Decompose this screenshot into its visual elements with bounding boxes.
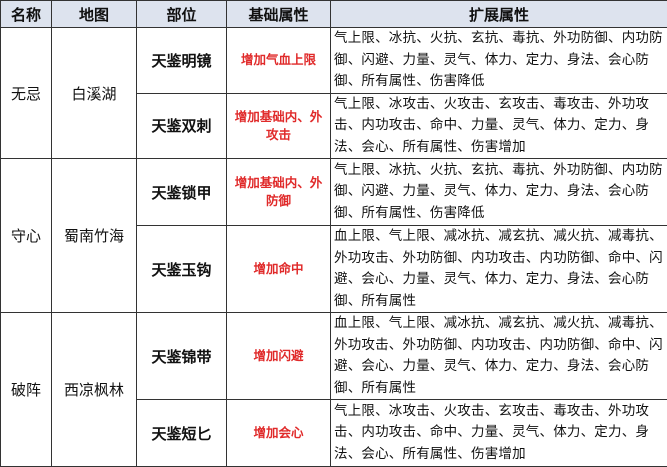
- base-attr: 增加闪避: [227, 313, 331, 400]
- base-attr: 增加气血上限: [227, 28, 331, 94]
- header-ext: 扩展属性: [331, 1, 667, 28]
- ext-attr: 气上限、冰攻击、火攻击、玄攻击、毒攻击、外功攻击、内功攻击、命中、力量、灵气、体…: [331, 400, 667, 467]
- header-name: 名称: [1, 1, 52, 28]
- base-attr: 增加命中: [227, 226, 331, 313]
- part-name: 天鉴锁甲: [137, 159, 227, 226]
- table-row: 无忌 白溪湖 天鉴明镜 增加气血上限 气上限、冰抗、火抗、玄抗、毒抗、外功防御、…: [1, 28, 667, 94]
- base-attr: 增加基础内、外攻击: [227, 93, 331, 159]
- set-name: 守心: [1, 159, 52, 313]
- map-name: 蜀南竹海: [52, 159, 137, 313]
- set-name: 无忌: [1, 28, 52, 159]
- table-row: 破阵 西凉枫林 天鉴锦带 增加闪避 血上限、气上限、减冰抗、减玄抗、减火抗、减毒…: [1, 313, 667, 400]
- ext-attr: 气上限、冰攻击、火攻击、玄攻击、毒攻击、外功攻击、内功攻击、命中、力量、灵气、体…: [331, 93, 667, 159]
- base-attr: 增加基础内、外防御: [227, 159, 331, 226]
- part-name: 天鉴明镜: [137, 28, 227, 94]
- part-name: 天鉴玉钩: [137, 226, 227, 313]
- part-name: 天鉴锦带: [137, 313, 227, 400]
- part-name: 天鉴短匕: [137, 400, 227, 467]
- header-row: 名称 地图 部位 基础属性 扩展属性: [1, 1, 667, 28]
- header-base: 基础属性: [227, 1, 331, 28]
- ext-attr: 血上限、气上限、减冰抗、减玄抗、减火抗、减毒抗、外功攻击、外功防御、内功攻击、内…: [331, 313, 667, 400]
- table-row: 守心 蜀南竹海 天鉴锁甲 增加基础内、外防御 气上限、冰抗、火抗、玄抗、毒抗、外…: [1, 159, 667, 226]
- base-attr: 增加会心: [227, 400, 331, 467]
- map-name: 西凉枫林: [52, 313, 137, 467]
- ext-attr: 血上限、气上限、减冰抗、减玄抗、减火抗、减毒抗、外功攻击、外功防御、内功攻击、内…: [331, 226, 667, 313]
- set-name: 破阵: [1, 313, 52, 467]
- ext-attr: 气上限、冰抗、火抗、玄抗、毒抗、外功防御、内功防御、闪避、力量、灵气、体力、定力…: [331, 28, 667, 94]
- map-name: 白溪湖: [52, 28, 137, 159]
- header-map: 地图: [52, 1, 137, 28]
- part-name: 天鉴双刺: [137, 93, 227, 159]
- ext-attr: 气上限、冰抗、火抗、玄抗、毒抗、外功防御、内功防御、闪避、力量、灵气、体力、定力…: [331, 159, 667, 226]
- header-part: 部位: [137, 1, 227, 28]
